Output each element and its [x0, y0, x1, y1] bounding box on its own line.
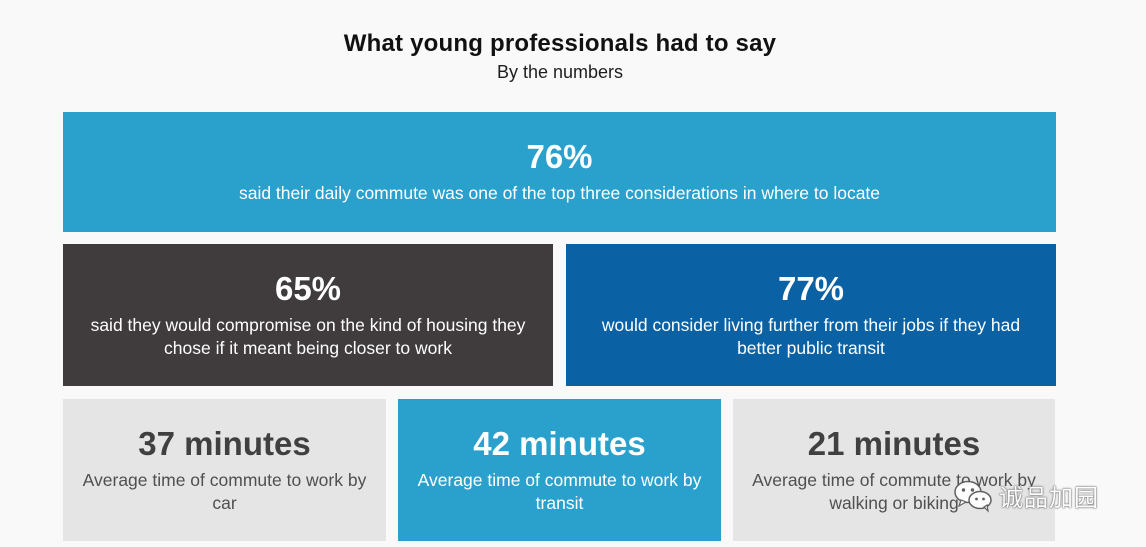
stat-tile-commute-consideration: 76% said their daily commute was one of … [63, 112, 1056, 232]
stat-tile-commute-transit: 42 minutes Average time of commute to wo… [398, 399, 721, 541]
watermark: 诚品加园 [953, 478, 1099, 513]
stat-description: said they would compromise on the kind o… [90, 314, 526, 358]
stat-value: 65% [274, 269, 342, 307]
stat-description: Average time of commute to work by trans… [417, 469, 702, 513]
stat-description: Average time of commute to work by car [82, 469, 367, 513]
stat-tile-commute-car: 37 minutes Average time of commute to wo… [63, 399, 386, 541]
page-subtitle: By the numbers [496, 62, 624, 82]
stat-description: said their daily commute was one of the … [238, 183, 881, 204]
stat-value: 77% [777, 269, 845, 307]
stat-value: 37 minutes [138, 424, 311, 462]
watermark-text: 诚品加园 [999, 484, 1099, 512]
stat-value: 21 minutes [807, 424, 981, 462]
stat-tile-housing-compromise: 65% said they would compromise on the ki… [63, 244, 553, 386]
stat-tile-commute-walking: 21 minutes Average time of commute to wo… [733, 399, 1055, 541]
stat-value: 76% [526, 137, 593, 175]
stat-value: 42 minutes [473, 424, 646, 462]
page-title: What young professionals had to say [343, 30, 777, 57]
header: What young professionals had to say By t… [0, 30, 1120, 83]
stat-description: would consider living further from their… [601, 314, 1021, 358]
stat-tile-public-transit: 77% would consider living further from t… [566, 244, 1056, 386]
wechat-icon [954, 480, 992, 513]
